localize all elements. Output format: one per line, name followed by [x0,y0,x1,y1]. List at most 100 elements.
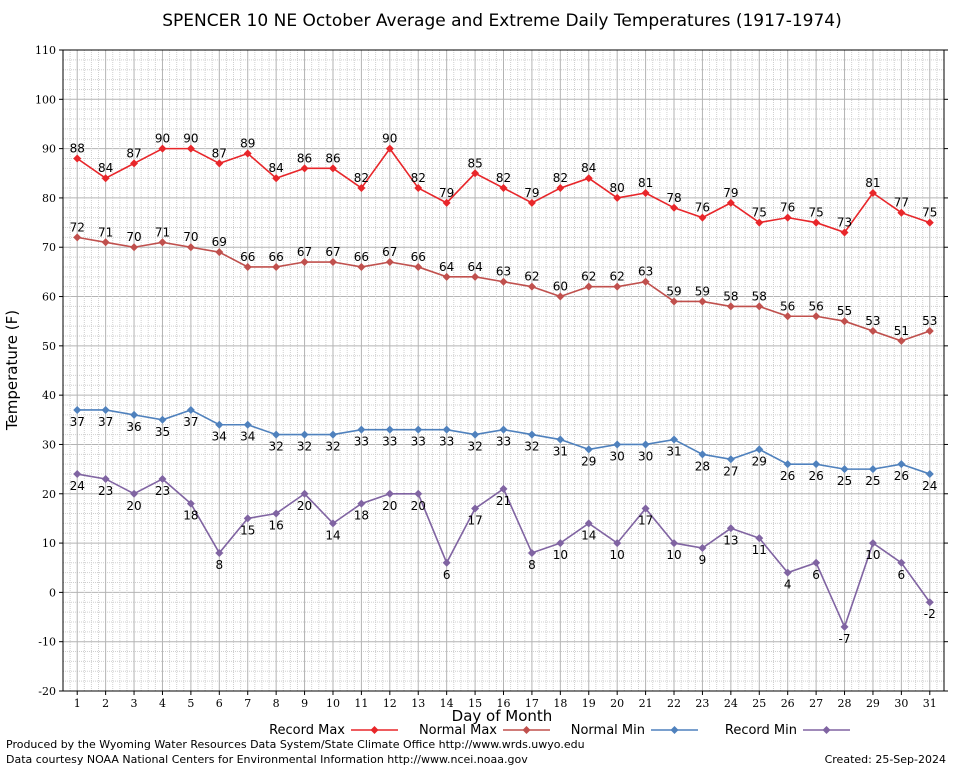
data-label: 20 [411,499,426,513]
y-tick-label: -10 [38,636,56,649]
data-label: 17 [638,514,653,528]
data-label: 28 [695,459,710,473]
data-point [414,425,423,434]
data-label: 71 [98,225,113,239]
data-label: 35 [155,425,170,439]
data-label: 53 [865,314,880,328]
data-point [130,489,139,498]
x-tick-label: 9 [301,697,308,710]
data-label: 77 [894,196,909,210]
data-point [272,262,281,271]
data-point [328,519,337,528]
data-label: 10 [610,548,625,562]
series-normal-min: 37 37 36 35 37 34 34 32 32 32 33 33 33 33 32 33 32 31 29 30… [70,405,937,493]
data-point [215,548,224,557]
data-point [357,499,366,508]
data-point [783,460,792,469]
data-label: 36 [126,420,141,434]
data-point [499,184,508,193]
legend-item-normal-max: Normal Max [419,723,550,738]
data-label: 73 [837,215,852,229]
data-label: 81 [638,176,653,190]
x-tick-label: 1 [74,697,81,710]
data-label: 23 [155,484,170,498]
x-tick-label: 31 [923,697,937,710]
data-label: 33 [354,435,369,449]
data-point [357,262,366,271]
legend: Record Max Normal Max Normal Min Record Min [269,723,850,738]
data-label: 10 [553,548,568,562]
data-label: 33 [439,435,454,449]
data-point [442,198,451,207]
data-point [158,238,167,247]
data-label: 18 [183,509,198,523]
data-point [698,544,707,553]
data-label: 31 [666,445,681,459]
x-tick-label: 15 [468,697,482,710]
data-label: 26 [808,469,823,483]
data-label: 8 [528,558,536,572]
data-label: 67 [382,245,397,259]
data-label: 30 [610,449,625,463]
data-label: -7 [839,632,851,646]
y-tick-label: 80 [42,192,56,205]
y-axis-title: Temperature (F) [3,310,21,431]
data-label: 59 [666,284,681,298]
data-point [471,169,480,178]
data-point [556,184,565,193]
data-label: 26 [894,469,909,483]
legend-item-record-max: Record Max [269,723,398,738]
x-tick-label: 23 [695,697,709,710]
data-point [698,297,707,306]
x-tick-label: 21 [639,697,653,710]
data-point [328,430,337,439]
data-point [499,484,508,493]
x-tick-label: 4 [159,697,166,710]
legend-label: Record Min [725,723,797,738]
x-tick-label: 11 [354,697,368,710]
data-point [215,420,224,429]
y-tick-label: 10 [42,537,56,550]
data-label: 24 [70,479,85,493]
data-point [755,445,764,454]
data-point [670,297,679,306]
data-point [897,208,906,217]
y-tick-label: 90 [42,143,56,156]
data-point [925,218,934,227]
x-tick-label: 16 [497,697,511,710]
legend-marker [522,726,531,734]
x-tick-label: 30 [894,697,908,710]
y-tick-label: 50 [42,340,56,353]
data-point [300,489,309,498]
data-point [471,430,480,439]
data-point [783,213,792,222]
data-label: 16 [269,518,284,532]
data-point [243,420,252,429]
data-point [527,282,536,291]
data-label: 10 [666,548,681,562]
data-label: 87 [212,146,227,160]
data-point [698,450,707,459]
data-label: 86 [325,151,340,165]
data-point [272,430,281,439]
data-point [925,598,934,607]
x-tick-label: 26 [781,697,795,710]
x-tick-label: 18 [553,697,567,710]
data-label: 32 [269,440,284,454]
y-tick-label: 0 [49,586,56,599]
data-point [101,238,110,247]
data-label: 66 [269,250,284,264]
data-label: 63 [496,265,511,279]
x-tick-label: 5 [187,697,194,710]
data-point [868,327,877,336]
data-label: 64 [467,260,482,274]
data-point [726,302,735,311]
data-point [556,435,565,444]
x-tick-label: 27 [809,697,823,710]
data-label: 55 [837,304,852,318]
data-label: 75 [808,206,823,220]
data-label: 33 [411,435,426,449]
data-point [812,460,821,469]
